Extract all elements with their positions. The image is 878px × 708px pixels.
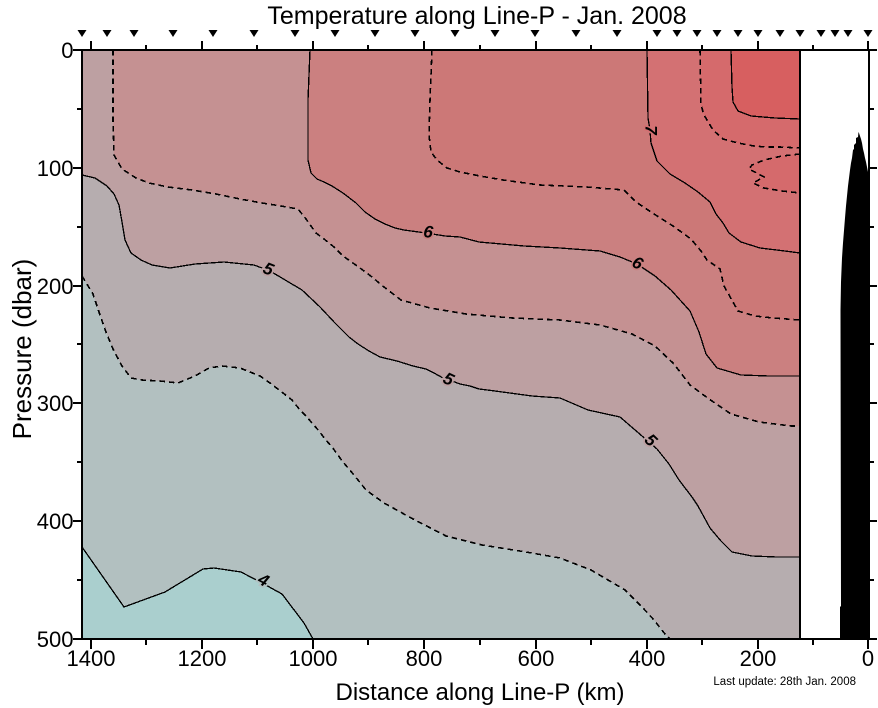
svg-text:800: 800 <box>406 646 443 671</box>
svg-text:200: 200 <box>740 646 777 671</box>
svg-text:Last update: 28th Jan. 2008: Last update: 28th Jan. 2008 <box>713 676 856 688</box>
svg-text:1000: 1000 <box>289 646 338 671</box>
svg-text:200: 200 <box>37 274 74 299</box>
svg-text:500: 500 <box>37 627 74 652</box>
svg-text:Distance along Line-P (km): Distance along Line-P (km) <box>335 679 624 706</box>
svg-text:Pressure (dbar): Pressure (dbar) <box>7 259 37 440</box>
svg-text:400: 400 <box>629 646 666 671</box>
svg-text:0: 0 <box>61 38 73 63</box>
svg-text:7: 7 <box>642 125 661 136</box>
svg-text:Temperature along Line-P - Jan: Temperature along Line-P - Jan. 2008 <box>267 2 686 30</box>
svg-text:100: 100 <box>37 156 74 181</box>
svg-text:0: 0 <box>862 646 874 671</box>
svg-text:400: 400 <box>37 509 74 534</box>
svg-text:1200: 1200 <box>178 646 227 671</box>
svg-text:1400: 1400 <box>67 646 116 671</box>
svg-text:600: 600 <box>518 646 555 671</box>
svg-text:300: 300 <box>37 391 74 416</box>
